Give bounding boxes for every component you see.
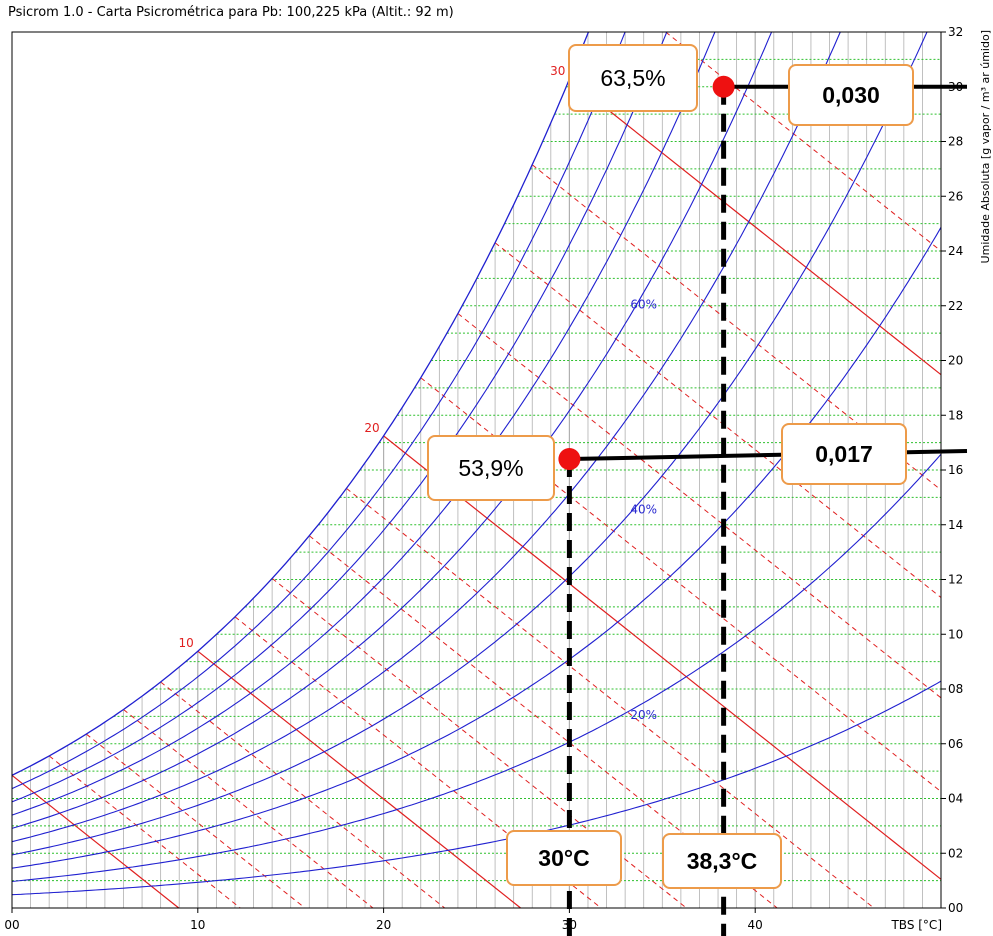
rh-curve [11,31,626,790]
wet-bulb-major-line [197,650,521,909]
x-axis-label: TBS [°C] [890,918,942,932]
state-point [712,75,735,98]
wet-bulb-minor-line [160,681,446,909]
rh-curve [11,31,668,803]
callout-ua-low-box [781,423,907,485]
y-tick-label: 20 [948,354,963,368]
y-tick-label: 26 [948,189,963,203]
callout-tbs-low-box [506,830,622,886]
grid [12,32,941,908]
wet-bulb-minor-line [48,755,241,909]
y-axis-label: Umidade Absoluta [g vapor / m³ ar úmido] [979,30,992,263]
wet-bulb-major-line [383,435,942,880]
rh-curve [11,31,773,829]
rh-curve-label: 60% [630,297,657,311]
y-tick-label: 30 [948,80,963,94]
x-tick-label: 30 [562,918,577,932]
y-tick-label: 28 [948,135,963,149]
rh-curve [11,453,942,883]
wet-bulb-minor-line [665,31,942,252]
y-tick-label: 24 [948,244,963,258]
callout-ur-low-text: 53,9% [458,455,523,481]
window-title: Psicrom 1.0 - Carta Psicrométrica para P… [8,5,454,20]
rh-curve [11,31,928,856]
x-tick-label: 00 [4,918,19,932]
callout-ua-high-box [788,64,914,126]
rh-curve [11,680,942,896]
y-tick-label: 14 [948,518,963,532]
y-tick-label: 18 [948,408,963,422]
callout-tbs-high-box [662,833,782,889]
x-tick-label: 20 [376,918,391,932]
y-tick-label: 16 [948,463,963,477]
callout-ua-high-text: 0,030 [822,82,880,108]
callout-ur-high-box [568,44,698,112]
callouts: 63,5% 0,030 53,9% 0,017 30°C 38,3°C [427,44,914,889]
rh-curve-label: 20% [630,708,657,722]
callout-tbs-high-text: 38,3°C [687,848,758,874]
wet-bulb-minor-line [86,733,306,909]
x-tick-label: 10 [190,918,205,932]
x-tick-label: 40 [748,918,763,932]
wet-bulb-label: 10 [179,636,194,650]
y-tick-label: 04 [948,792,963,806]
wet-bulb-minor-line [346,487,875,909]
y-tick-label: 12 [948,573,963,587]
wet-bulb-label: 20 [364,421,379,435]
callout-ur-low-box [427,435,555,501]
y-tick-label: 32 [948,25,963,39]
rh-curve [11,31,590,776]
y-tick-label: 06 [948,737,963,751]
callout-ua-low-text: 0,017 [815,441,873,467]
wet-bulb-label: 30 [550,64,565,78]
y-tick-label: 10 [948,627,963,641]
wet-bulb-minor-line [123,709,374,909]
y-tick-label: 02 [948,846,963,860]
y-tick-label: 22 [948,299,963,313]
wet-bulb-minor-line [494,242,942,598]
callout-tbs-low-text: 30°C [538,845,589,871]
tick-labels: 00 10 20 30 40 00 02 04 06 08 10 12 14 16 18 20 22 24 26 28… [4,25,963,932]
callout-ur-high-text: 63,5% [600,65,665,91]
state-points [558,75,735,471]
rh-curve-label: 40% [630,503,657,517]
y-tick-label: 08 [948,682,963,696]
y-tick-label: 00 [948,901,963,915]
state-point [558,448,581,471]
wet-bulb-major-line [569,78,942,376]
rh-curve [11,31,716,816]
rh-curve [11,31,841,843]
